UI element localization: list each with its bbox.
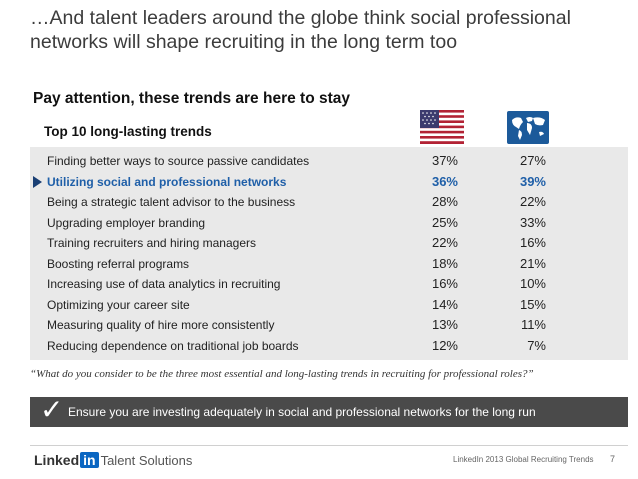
table-row: Boosting referral programs 18% 21%: [30, 254, 628, 274]
world-map-icon: [507, 111, 549, 144]
slide-title: …And talent leaders around the globe thi…: [30, 7, 571, 53]
us-value: 36%: [431, 173, 458, 189]
global-value: 22%: [519, 194, 546, 209]
table-row: Optimizing your career site 14% 15%: [30, 295, 628, 315]
global-value: 39%: [519, 173, 546, 189]
footer-source: LinkedIn 2013 Global Recruiting Trends: [453, 455, 594, 464]
trends-table: Finding better ways to source passive ca…: [30, 147, 628, 360]
us-value: 14%: [431, 296, 458, 312]
table-row: Measuring quality of hire more consisten…: [30, 315, 628, 335]
takeaway-banner: ✓ Ensure you are investing adequately in…: [30, 393, 628, 427]
section-label: Top 10 long-lasting trends: [44, 124, 212, 139]
table-row-highlighted: Utilizing social and professional networ…: [30, 172, 628, 192]
us-value: 37%: [431, 153, 458, 168]
table-row: Increasing use of data analytics in recr…: [30, 274, 628, 294]
global-value: 27%: [519, 153, 546, 168]
global-value: 11%: [520, 317, 546, 332]
us-value: 28%: [431, 194, 458, 209]
trend-label: Measuring quality of hire more consisten…: [47, 318, 275, 332]
global-value: 10%: [519, 276, 546, 291]
trend-label: Training recruiters and hiring managers: [47, 236, 256, 250]
linkedin-logo: Linked in Talent Solutions: [34, 452, 192, 468]
global-value: 7%: [527, 337, 546, 353]
logo-in-badge: in: [80, 452, 99, 468]
us-value: 12%: [431, 337, 458, 353]
checkmark-icon: ✓: [40, 393, 64, 426]
global-value: 33%: [519, 214, 546, 230]
table-row: Upgrading employer branding 25% 33%: [30, 213, 628, 233]
table-row: Finding better ways to source passive ca…: [30, 151, 628, 171]
trend-label: Boosting referral programs: [47, 256, 190, 271]
us-value: 22%: [431, 235, 458, 250]
trend-label: Being a strategic talent advisor to the …: [47, 195, 296, 209]
table-row: Being a strategic talent advisor to the …: [30, 192, 628, 212]
slide-subtitle: Pay attention, these trends are here to …: [33, 90, 350, 107]
takeaway-text: Ensure you are investing adequately in s…: [68, 405, 536, 419]
table-row: Reducing dependence on traditional job b…: [30, 336, 628, 356]
trend-label: Utilizing social and professional networ…: [47, 174, 287, 189]
highlight-arrow-icon: [33, 175, 42, 188]
trend-label: Upgrading employer branding: [47, 215, 206, 230]
logo-product-name: Talent Solutions: [100, 453, 193, 468]
logo-wordmark: Linked: [34, 452, 80, 468]
table-row: Training recruiters and hiring managers …: [30, 233, 628, 253]
trend-label: Reducing dependence on traditional job b…: [47, 338, 299, 353]
global-value: 16%: [519, 235, 546, 250]
page-number: 7: [610, 454, 616, 464]
trend-label: Finding better ways to source passive ca…: [47, 154, 310, 168]
us-value: 13%: [431, 317, 458, 332]
global-value: 15%: [519, 296, 546, 312]
us-value: 25%: [431, 214, 458, 230]
trend-label: Increasing use of data analytics in recr…: [47, 277, 281, 291]
footer-divider: [30, 445, 628, 446]
us-value: 16%: [431, 276, 458, 291]
trend-label: Optimizing your career site: [47, 297, 190, 312]
us-flag-icon: [420, 110, 464, 144]
us-value: 18%: [431, 255, 458, 271]
survey-question-quote: “What do you consider to be the three mo…: [30, 368, 534, 380]
global-value: 21%: [519, 255, 546, 271]
